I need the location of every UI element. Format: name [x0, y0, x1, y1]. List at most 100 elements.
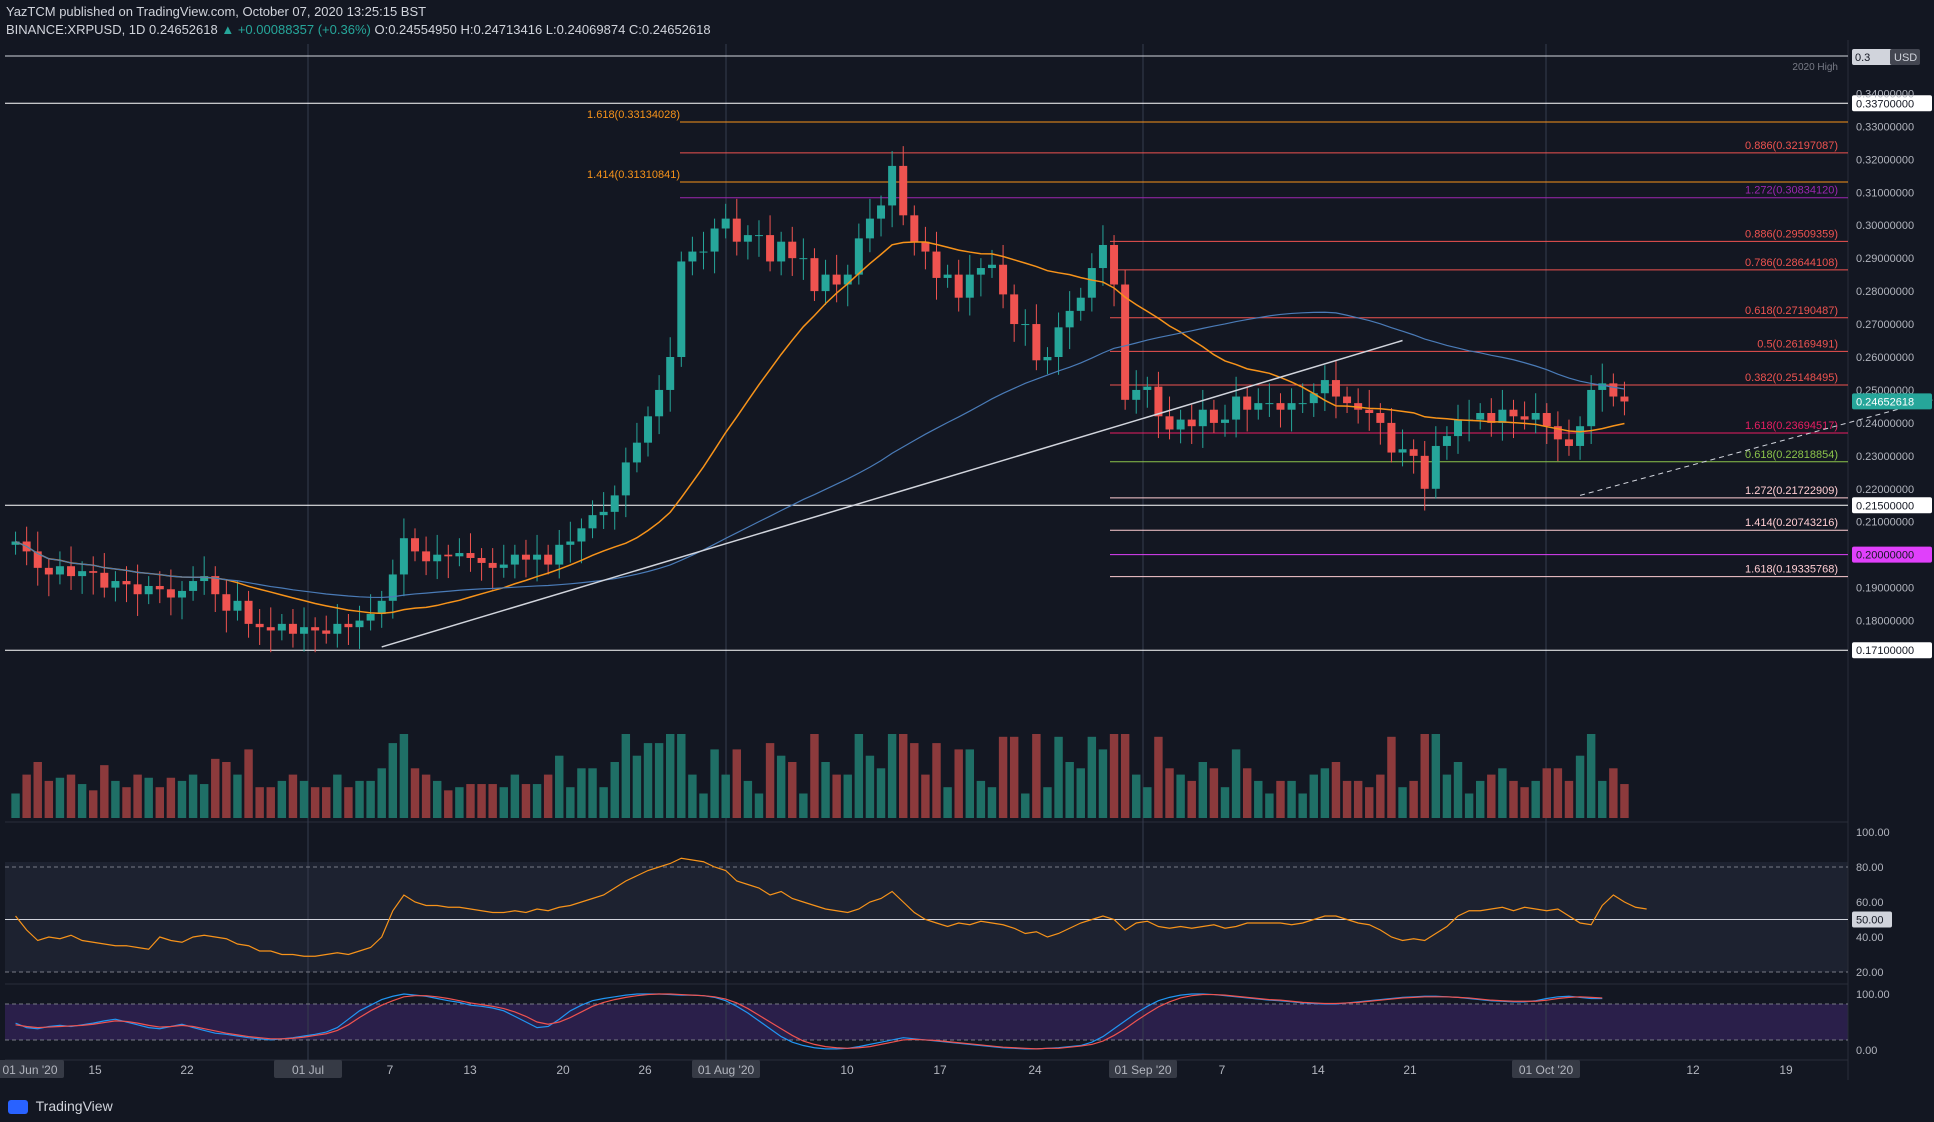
candle-body	[1165, 416, 1174, 430]
candle-body	[621, 462, 630, 496]
candle-body	[144, 585, 153, 595]
currency-label: USD	[1894, 52, 1917, 64]
candle-body	[244, 600, 253, 624]
price-change: ▲ +0.00088357 (+0.36%)	[221, 22, 371, 37]
candle-body	[277, 623, 286, 631]
stoch-tick: 100.00	[1856, 989, 1890, 1001]
candle-body	[987, 264, 996, 269]
candle-body	[954, 274, 963, 298]
x-axis-label: 10	[840, 1063, 854, 1077]
volume-bar	[954, 749, 963, 818]
candle-body	[1154, 386, 1163, 417]
candle-body	[677, 261, 686, 357]
volume-bar	[754, 793, 764, 818]
candle-body	[1442, 436, 1451, 446]
volume-bar	[599, 787, 608, 818]
candle-body	[1065, 310, 1074, 328]
candle-body	[1598, 383, 1607, 390]
volume-bar	[577, 768, 586, 818]
candle-body	[644, 416, 653, 443]
tradingview-brand[interactable]: TradingView	[8, 1098, 113, 1114]
price-tick: 0.29000000	[1856, 253, 1914, 265]
volume-bar	[987, 787, 997, 818]
candle-body	[1054, 327, 1063, 357]
volume-bar	[1542, 768, 1551, 818]
volume-bar	[943, 787, 952, 818]
fib-level-label: 1.414(0.31310841)	[587, 169, 680, 181]
volume-bar	[876, 768, 886, 818]
level-price-tag	[1852, 642, 1932, 659]
volume-bar	[543, 774, 553, 818]
volume-bar	[788, 762, 797, 818]
candle-body	[832, 274, 841, 285]
x-axis-label: 01 Sep '20	[1114, 1063, 1171, 1077]
x-axis-label: 14	[1311, 1063, 1325, 1077]
volume-bar	[910, 743, 919, 818]
candle-body	[877, 205, 886, 219]
x-axis-label: 12	[1686, 1063, 1700, 1077]
candle-body	[1309, 393, 1318, 404]
x-axis-label: 20	[556, 1063, 570, 1077]
candle-body	[810, 258, 819, 292]
price-tick: 0.22000000	[1856, 484, 1914, 496]
volume-bar	[843, 774, 852, 818]
volume-bar	[643, 743, 653, 818]
volume-bar	[1220, 787, 1230, 818]
rsi-tick: 20.00	[1856, 967, 1884, 979]
candle-body	[932, 251, 941, 278]
candle-body	[55, 566, 64, 575]
x-axis-label: 19	[1779, 1063, 1793, 1077]
candle-body	[100, 572, 109, 588]
price-tick: 0.31000000	[1856, 187, 1914, 199]
fib-level-label: 0.5(0.26169491)	[1757, 338, 1838, 350]
candle-body	[1021, 324, 1030, 326]
candle-body	[11, 541, 20, 545]
price-tick: 0.26000000	[1856, 352, 1914, 364]
volume-bar	[1398, 787, 1407, 818]
candle-body	[300, 627, 309, 634]
candle-body	[1176, 419, 1185, 430]
rsi-tick: 60.00	[1856, 897, 1884, 909]
candle-body	[155, 585, 164, 590]
candle-body	[1221, 419, 1229, 423]
candle-body	[1420, 455, 1429, 489]
volume-bar	[721, 774, 730, 818]
candle-body	[533, 554, 542, 560]
volume-bar	[100, 765, 109, 818]
volume-bar	[821, 762, 830, 818]
candle-body	[1032, 324, 1041, 361]
candle-body	[999, 264, 1008, 295]
volume-bar	[1120, 734, 1130, 818]
volume-bar	[1165, 768, 1174, 818]
volume-bar	[532, 784, 542, 818]
candle-body	[1087, 268, 1096, 298]
candle-body	[1620, 396, 1629, 402]
price-tick: 0.23000000	[1856, 451, 1914, 463]
candle-body	[211, 576, 220, 595]
candle-body	[1365, 409, 1374, 414]
fib-level-label: 0.618(0.22818854)	[1745, 449, 1838, 461]
candle-body	[710, 228, 719, 252]
candle-body	[766, 235, 775, 262]
volume-bar	[1442, 774, 1452, 818]
volume-bar	[1132, 774, 1141, 818]
candle-body	[510, 554, 519, 565]
volume-bar	[732, 749, 741, 818]
candle-body	[688, 251, 697, 262]
candle-body	[1010, 294, 1019, 325]
volume-bar	[1309, 774, 1318, 818]
rsi-50-tag	[1852, 911, 1892, 928]
volume-bar	[77, 784, 87, 818]
rsi-tick: 50.00	[1856, 915, 1884, 927]
candle-body	[1509, 409, 1518, 417]
volume-bar	[455, 787, 464, 818]
level-price-tag	[1852, 95, 1932, 112]
volume-bar	[1043, 787, 1052, 818]
volume-bar	[854, 734, 864, 818]
candle-body	[499, 564, 508, 568]
volume-bar	[1487, 774, 1496, 818]
volume-bar	[1620, 784, 1629, 818]
tradingview-logo-icon	[8, 1100, 28, 1114]
candle-body	[965, 274, 974, 298]
